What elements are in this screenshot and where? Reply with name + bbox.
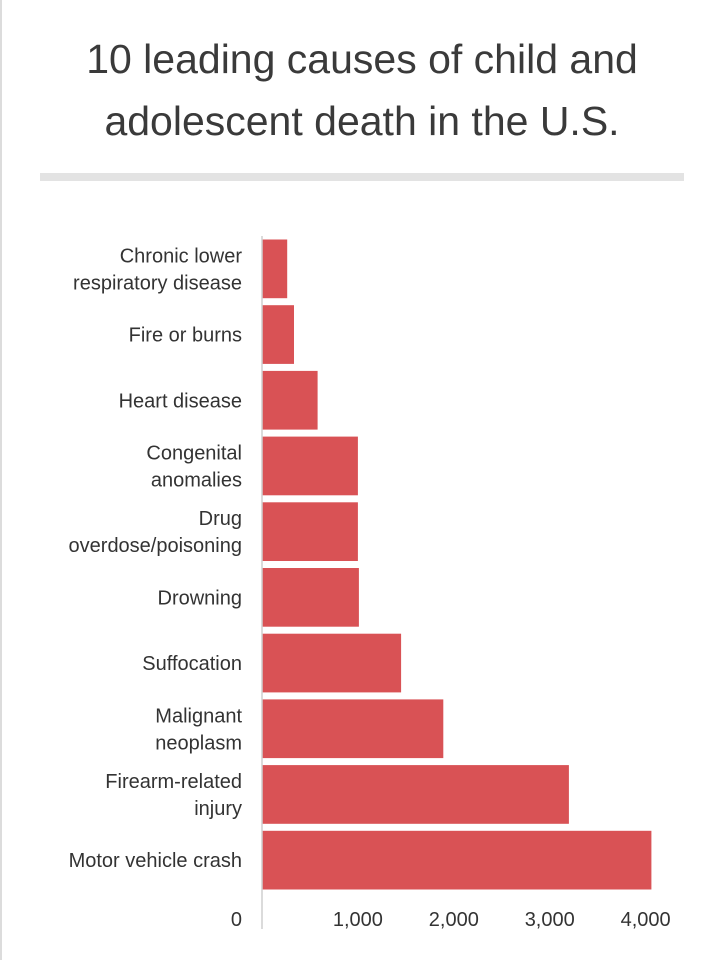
bar-malignant-neoplasm bbox=[262, 699, 444, 759]
category-label-line: Suffocation bbox=[142, 653, 242, 675]
category-label-drowning: Drowning bbox=[158, 587, 242, 609]
category-label-line: overdose/poisoning bbox=[69, 535, 242, 557]
bar-fire-or-burns bbox=[262, 305, 294, 364]
chart-title: 10 leading causes of child and adolescen… bbox=[0, 28, 724, 152]
category-label-line: respiratory disease bbox=[73, 272, 242, 294]
bar-group bbox=[262, 239, 652, 890]
x-tick-label-4000: 4,000 bbox=[621, 909, 671, 931]
x-tick-label-group: 0 1,000 2,000 3,000 4,000 bbox=[231, 909, 671, 931]
bar-drowning bbox=[262, 568, 359, 627]
category-label-line: anomalies bbox=[151, 470, 242, 492]
category-label-drug-overdose-poisoning: Drug overdose/poisoning bbox=[69, 508, 242, 557]
category-label-line: Motor vehicle crash bbox=[69, 850, 242, 872]
category-label-line: Fire or burns bbox=[129, 325, 242, 347]
category-label-line: Malignant bbox=[155, 705, 242, 727]
category-label-line: Congenital bbox=[146, 443, 242, 465]
category-label-line: Chronic lower bbox=[120, 245, 243, 267]
x-tick-label-3000: 3,000 bbox=[525, 909, 575, 931]
bar-congenital-anomalies bbox=[262, 436, 358, 496]
category-label-congenital-anomalies: Congenital anomalies bbox=[146, 443, 242, 492]
chart-title-line-2: adolescent death in the U.S. bbox=[104, 98, 620, 144]
category-label-motor-vehicle-crash: Motor vehicle crash bbox=[69, 850, 242, 872]
category-label-line: Firearm-related bbox=[105, 771, 242, 793]
category-label-line: injury bbox=[194, 798, 242, 820]
bar-firearm-related-injury bbox=[262, 765, 569, 824]
category-label-suffocation: Suffocation bbox=[142, 653, 242, 675]
category-label-malignant-neoplasm: Malignant neoplasm bbox=[155, 705, 242, 754]
category-label-line: neoplasm bbox=[155, 732, 242, 754]
x-tick-label-0: 0 bbox=[231, 909, 242, 931]
category-label-heart-disease: Heart disease bbox=[119, 390, 242, 412]
chart-title-line-1: 10 leading causes of child and bbox=[86, 36, 638, 82]
bar-chronic-lower-respiratory-disease bbox=[262, 239, 288, 299]
x-tick-label-1000: 1,000 bbox=[333, 909, 383, 931]
category-label-chronic-lower-respiratory-disease: Chronic lower respiratory disease bbox=[73, 245, 242, 294]
title-divider bbox=[40, 173, 684, 181]
category-label-line: Drowning bbox=[158, 587, 242, 609]
category-label-firearm-related-injury: Firearm-related injury bbox=[105, 771, 242, 820]
category-label-fire-or-burns: Fire or burns bbox=[129, 325, 242, 347]
category-label-line: Drug bbox=[199, 508, 242, 530]
bar-heart-disease bbox=[262, 370, 318, 430]
category-label-group: Chronic lower respiratory disease Fire or … bbox=[69, 245, 243, 872]
category-label-line: Heart disease bbox=[119, 390, 242, 412]
bar-motor-vehicle-crash bbox=[262, 830, 652, 890]
bar-suffocation bbox=[262, 633, 402, 693]
left-border bbox=[0, 0, 2, 960]
x-tick-label-2000: 2,000 bbox=[429, 909, 479, 931]
bar-drug-overdose-poisoning bbox=[262, 502, 358, 561]
